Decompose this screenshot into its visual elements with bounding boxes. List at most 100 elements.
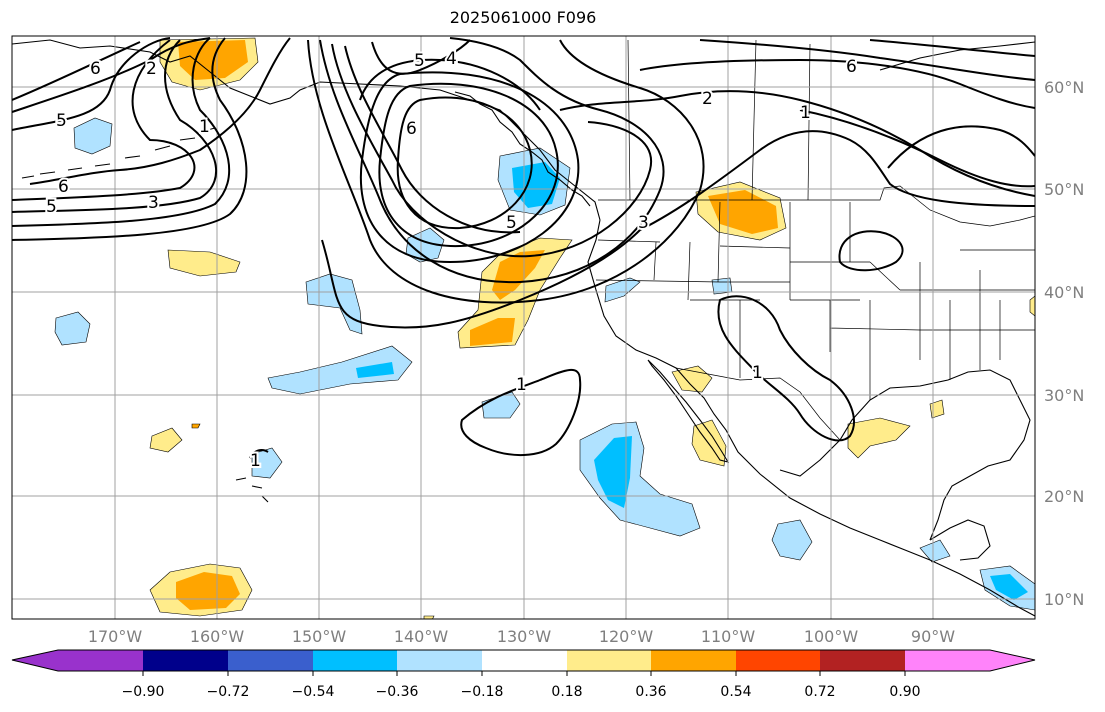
colorbar-under-triangle [12, 650, 58, 671]
contour-label: 6 [846, 57, 857, 77]
contour-label: 5 [506, 213, 517, 233]
colorbar-segment [567, 650, 651, 671]
colorbar-segment [651, 650, 736, 671]
positive-anomaly-region [847, 417, 911, 459]
contour-label: 1 [752, 363, 763, 383]
colorbar-tick-label: −0.18 [461, 684, 504, 700]
positive-anomaly-region [691, 419, 727, 467]
contour-line [12, 37, 231, 227]
contour-line [838, 230, 904, 272]
positive-anomaly-region [470, 318, 515, 346]
contour-label: 5 [56, 111, 67, 131]
contour-line [307, 39, 705, 304]
contour-line [887, 125, 1035, 169]
graticule [12, 36, 1035, 619]
colorbar-tick-label: 0.18 [551, 684, 582, 700]
longitude-label: 110°W [701, 627, 756, 646]
contour-line [460, 368, 582, 457]
contour-line [717, 295, 855, 442]
contour-label: 3 [638, 213, 649, 233]
contour-label: 1 [199, 117, 210, 137]
map-title: 2025061000 F096 [449, 8, 597, 27]
contour-label: 2 [146, 59, 157, 79]
longitude-label: 100°W [804, 627, 859, 646]
contour-line [799, 109, 1035, 188]
colorbar-segment [58, 650, 143, 671]
us-mexico-border [675, 367, 841, 441]
contour-label: 5 [414, 51, 425, 71]
contour-label: 1 [800, 103, 811, 123]
positive-anomaly-region [149, 427, 183, 453]
contour-line [378, 82, 559, 248]
colorbar-segment [905, 650, 990, 671]
colorbar-segment [143, 650, 228, 671]
colorbar-tick-label: −0.36 [376, 684, 419, 700]
contour-label: 3 [148, 193, 159, 213]
longitude-label: 90°W [911, 627, 955, 646]
longitude-label: 160°W [190, 627, 245, 646]
us-canada-border [598, 185, 1035, 227]
colorbar-tick-label: −0.54 [292, 684, 335, 700]
contour-line [12, 39, 196, 201]
latitude-label: 60°N [1044, 78, 1084, 97]
yucatan [929, 519, 991, 561]
positive-anomaly-region [492, 250, 545, 300]
contour-line [371, 39, 471, 75]
colorbar-outline [11, 649, 1036, 672]
colorbar-segment [228, 650, 313, 671]
latitude-label: 10°N [1044, 590, 1084, 609]
colorbar-segment [397, 650, 482, 671]
latitude-label: 40°N [1044, 283, 1084, 302]
contour-line [344, 45, 521, 234]
contour-line [321, 229, 641, 329]
aleutian-islands [21, 127, 216, 179]
latitude-label: 30°N [1044, 386, 1084, 405]
contour-line [12, 37, 248, 241]
contour-line [699, 39, 1035, 81]
contour-line [12, 37, 211, 113]
colorbar-tick-label: 0.90 [889, 684, 920, 700]
hawaii-islands [235, 477, 269, 503]
latitude-label: 20°N [1044, 487, 1084, 506]
alaska-panhandle-islands [454, 91, 591, 207]
latitude-label: 50°N [1044, 180, 1084, 199]
contour-label: 2 [702, 89, 713, 109]
contour-line [12, 41, 141, 101]
contour-label: 6 [58, 177, 69, 197]
contour-line [359, 71, 580, 264]
contour-line [331, 43, 653, 258]
contour-label: 5 [46, 197, 57, 217]
colorbar-tick-label: −0.90 [122, 684, 165, 700]
positive-anomaly-region [1029, 295, 1035, 317]
contour-label-layer: 6 2 1 5 6 5 3 5 4 6 5 3 2 6 3 1 1 1 1 [44, 47, 859, 473]
contour-line [249, 449, 269, 459]
contour-label: 1 [250, 451, 261, 471]
colorbar-tick-label: −0.72 [207, 684, 250, 700]
longitude-label: 140°W [394, 627, 449, 646]
contour-line [12, 37, 171, 131]
colorbar-tick-label: 0.54 [720, 684, 751, 700]
colorbar-tick-label: 0.36 [635, 684, 666, 700]
colorbar-segment [736, 650, 820, 671]
shaded-anomaly-layer [54, 37, 1035, 619]
longitude-labels: 170°W 160°W 150°W 140°W 130°W 120°W 110°… [88, 627, 955, 646]
colorbar-over-triangle [990, 650, 1035, 671]
colorbar-tick-label: 0.72 [804, 684, 835, 700]
negative-anomaly-region [54, 311, 91, 346]
contour-label: 6 [90, 59, 101, 79]
negative-anomaly-region [594, 436, 632, 508]
contour-line [559, 90, 1035, 197]
positive-anomaly-region [167, 249, 241, 277]
contour-line [869, 39, 1035, 57]
map-frame [11, 35, 1036, 620]
positive-anomaly-region [191, 423, 201, 429]
colorbar-ticks [142, 671, 906, 676]
negative-anomaly-region [251, 447, 283, 479]
latitude-labels: 60°N 50°N 40°N 30°N 20°N 10°N [1044, 78, 1084, 609]
colorbar-segment [820, 650, 905, 671]
longitude-label: 150°W [292, 627, 347, 646]
contour-label: 6 [406, 119, 417, 139]
longitude-label: 130°W [497, 627, 552, 646]
contour-line [12, 39, 218, 213]
